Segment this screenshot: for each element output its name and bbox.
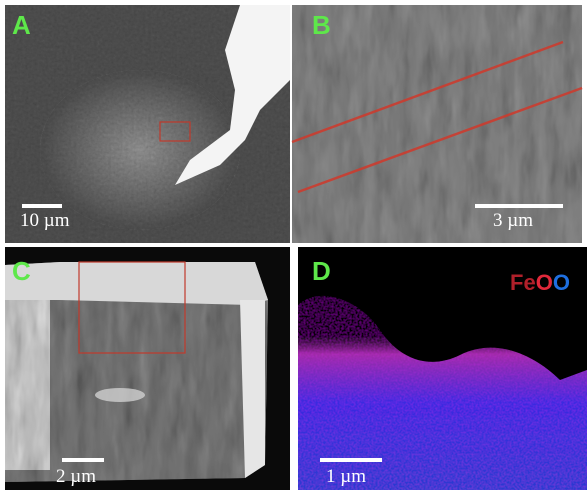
scale-text: 3 µm	[493, 210, 533, 231]
legend-entry: O	[553, 270, 570, 295]
scale-text: 10 µm	[20, 210, 70, 231]
scale-bar	[22, 204, 62, 208]
panel-label: B	[312, 10, 331, 40]
panel-c: C 2 µm	[5, 247, 290, 490]
scale-bar	[320, 458, 382, 462]
legend-entry: Fe	[510, 270, 536, 295]
figure: A 10 µm B 3 µm C 2 µm D FeOO 1 µm	[0, 0, 587, 494]
panel-d: D FeOO 1 µm	[298, 247, 587, 490]
panel-a: A 10 µm	[5, 5, 290, 243]
scale-text: 1 µm	[326, 466, 366, 487]
panel-label: A	[12, 10, 31, 40]
panel-b: B 3 µm	[292, 5, 582, 243]
legend-entry: O	[536, 270, 553, 295]
panel-label: C	[12, 256, 31, 286]
legend: FeOO	[510, 270, 570, 295]
scale-text: 2 µm	[56, 466, 96, 487]
scale-bar	[62, 458, 104, 462]
scale-bar	[475, 204, 563, 208]
panel-label: D	[312, 256, 331, 286]
